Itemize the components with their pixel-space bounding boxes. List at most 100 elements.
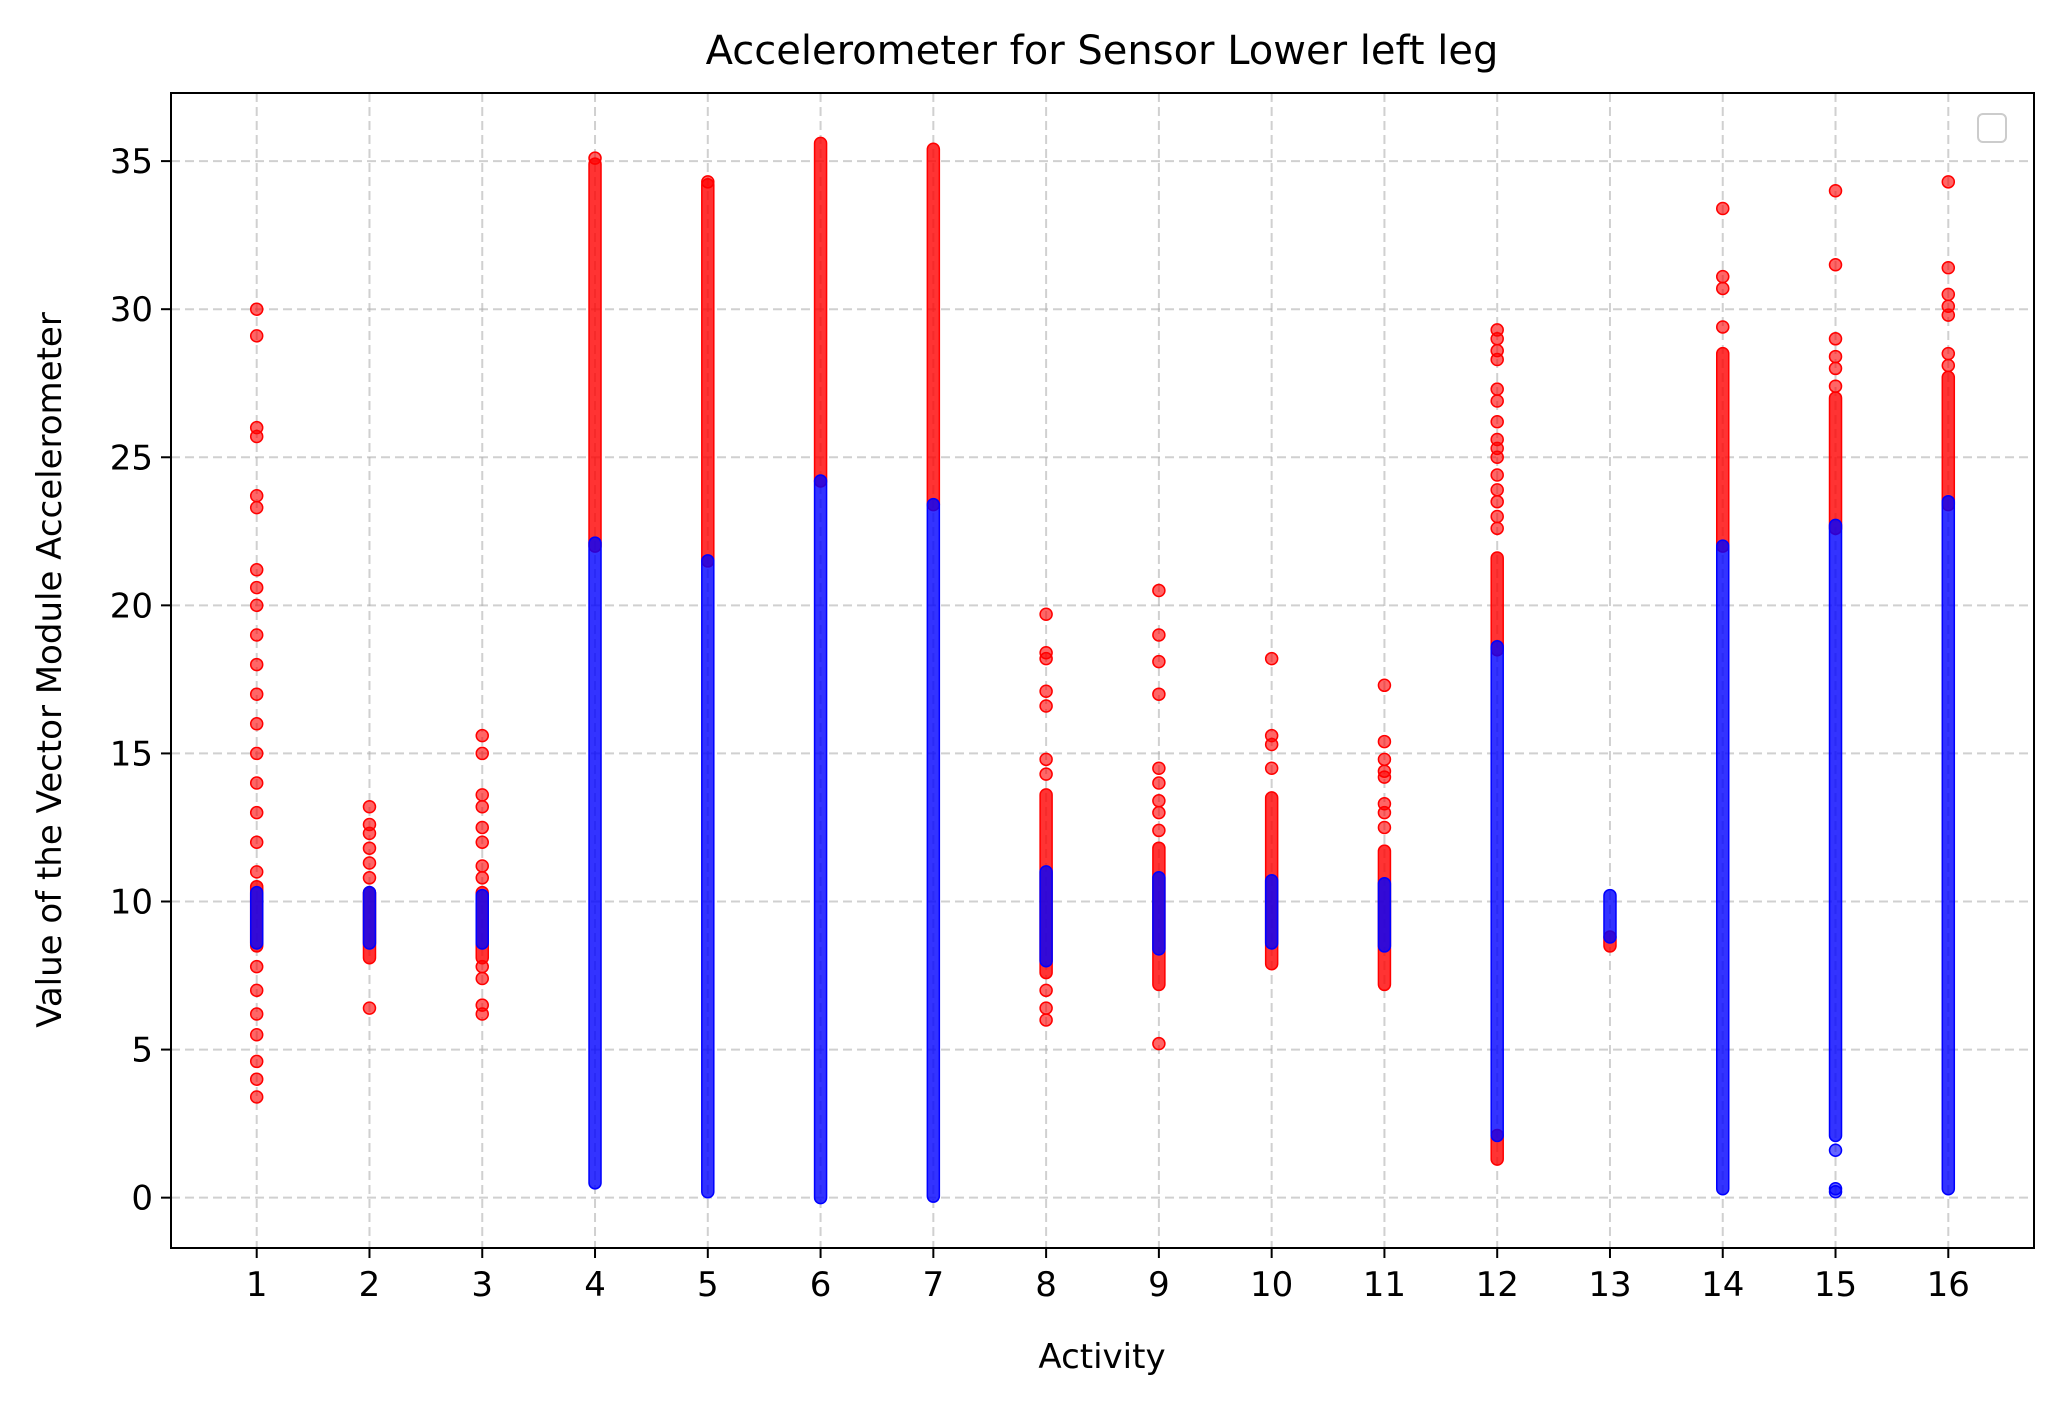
point-cluster xyxy=(1039,865,1053,968)
data-point xyxy=(475,959,490,974)
x-tick-label: 9 xyxy=(1148,1265,1170,1305)
y-tick-label: 10 xyxy=(110,883,153,923)
data-point xyxy=(1039,645,1053,660)
point-cluster xyxy=(1941,370,1956,512)
point-cluster xyxy=(588,536,602,1190)
data-point xyxy=(1828,183,1843,198)
data-point xyxy=(249,489,264,503)
data-point xyxy=(1941,358,1956,373)
plot-frame xyxy=(170,92,2035,1249)
chart-title: Accelerometer for Sensor Lower left leg xyxy=(706,28,1499,74)
point-cluster xyxy=(813,136,828,488)
y-tick-label: 30 xyxy=(110,290,153,330)
data-layer xyxy=(249,136,1956,1205)
data-point xyxy=(362,1001,377,1015)
data-point xyxy=(249,657,264,672)
data-point xyxy=(1941,175,1956,189)
data-point xyxy=(1039,1013,1053,1027)
x-tick-label: 5 xyxy=(697,1265,719,1305)
data-point xyxy=(475,820,490,835)
data-point xyxy=(249,959,264,974)
y-tick-label: 0 xyxy=(131,1179,153,1219)
x-tick-label: 16 xyxy=(1927,1265,1970,1305)
point-cluster xyxy=(1828,391,1843,536)
data-point xyxy=(362,841,377,855)
data-point xyxy=(1152,776,1166,790)
data-point xyxy=(249,1054,264,1069)
x-tick-label: 14 xyxy=(1701,1265,1744,1305)
data-point xyxy=(1152,761,1166,775)
data-point xyxy=(475,799,490,814)
data-point xyxy=(362,856,377,870)
data-point xyxy=(1941,287,1956,302)
legend-box xyxy=(1977,113,2007,143)
data-point xyxy=(1377,752,1392,767)
y-axis-label: Value of the Vector Module Accelerometer xyxy=(30,312,70,1028)
y-tick-label: 35 xyxy=(110,142,153,182)
data-point xyxy=(1715,201,1730,216)
data-point xyxy=(475,728,490,743)
data-point xyxy=(1377,678,1392,693)
point-cluster xyxy=(1828,518,1843,1143)
data-point xyxy=(475,998,490,1012)
point-cluster xyxy=(249,885,264,950)
data-point xyxy=(1152,628,1166,642)
data-point xyxy=(1828,332,1843,346)
data-point xyxy=(249,717,264,731)
data-point xyxy=(475,746,490,761)
data-point xyxy=(249,598,264,613)
data-point xyxy=(1828,258,1843,272)
data-point xyxy=(1264,761,1279,775)
data-point xyxy=(249,420,264,435)
data-point xyxy=(475,835,490,850)
x-tick-label: 10 xyxy=(1250,1265,1293,1305)
point-cluster xyxy=(1152,871,1166,956)
data-point xyxy=(1152,654,1166,669)
data-point xyxy=(1490,394,1504,408)
data-point xyxy=(249,776,264,790)
data-point xyxy=(1490,494,1504,509)
data-point xyxy=(249,865,264,879)
data-point xyxy=(475,859,490,873)
data-point xyxy=(1828,361,1843,376)
point-cluster xyxy=(926,142,941,512)
point-cluster xyxy=(1715,539,1730,1196)
y-tick-label: 25 xyxy=(110,438,153,478)
data-point xyxy=(1941,299,1956,313)
y-tick-label: 15 xyxy=(110,734,153,774)
point-cluster xyxy=(1715,346,1730,553)
data-point xyxy=(249,302,264,316)
x-tick-label: 12 xyxy=(1476,1265,1519,1305)
data-point xyxy=(249,1090,264,1104)
data-point xyxy=(249,805,264,820)
data-point xyxy=(362,799,377,814)
x-axis-label: Activity xyxy=(1038,1337,1165,1377)
x-tick-label: 7 xyxy=(923,1265,945,1305)
point-cluster xyxy=(588,157,602,553)
data-point xyxy=(1377,734,1392,749)
data-point xyxy=(1039,1001,1053,1015)
data-point xyxy=(1152,805,1166,820)
data-point xyxy=(1264,728,1279,743)
data-point xyxy=(701,175,715,189)
data-point xyxy=(249,1072,264,1086)
x-tick-label: 8 xyxy=(1035,1265,1057,1305)
point-cluster xyxy=(701,554,715,1199)
data-point xyxy=(249,580,264,595)
data-point xyxy=(1490,468,1504,482)
data-point xyxy=(1941,346,1956,361)
data-point xyxy=(249,329,264,343)
data-point xyxy=(1152,1036,1166,1051)
data-point xyxy=(1152,823,1166,838)
data-point xyxy=(1828,1143,1843,1158)
data-point xyxy=(1039,699,1053,713)
data-point xyxy=(1490,343,1504,358)
y-tick-label: 5 xyxy=(131,1031,153,1071)
x-tick-label: 1 xyxy=(246,1265,268,1305)
point-cluster xyxy=(1941,494,1956,1196)
data-point xyxy=(1490,483,1504,497)
data-point xyxy=(475,871,490,885)
data-point xyxy=(249,500,264,515)
data-point xyxy=(1828,1184,1843,1199)
